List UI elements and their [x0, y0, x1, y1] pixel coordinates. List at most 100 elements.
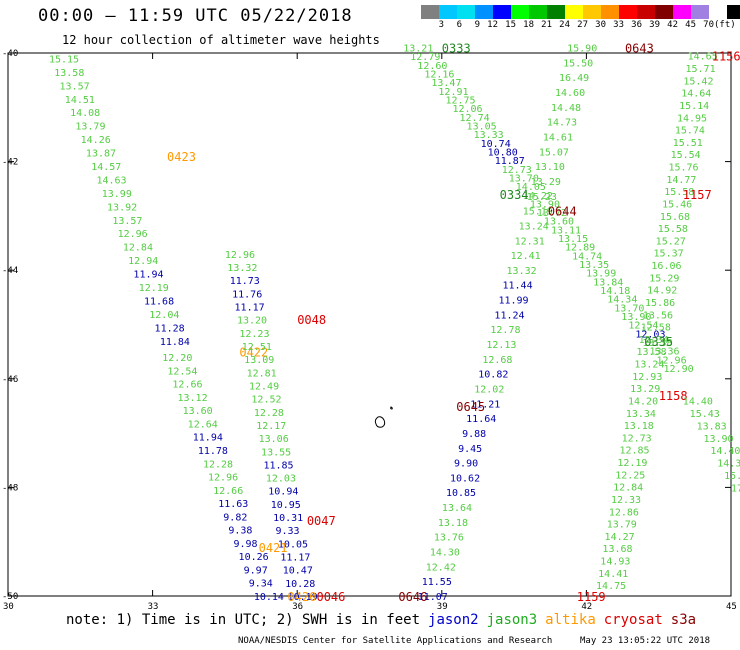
wave-height-value: 11.73 [230, 276, 260, 287]
wave-height-value: 12.25 [615, 470, 645, 481]
wave-height-value: 14.57 [91, 162, 121, 173]
wave-height-value: 13.24 [519, 221, 549, 232]
legend-swatch [691, 5, 709, 19]
wave-height-value: 12.20 [162, 353, 192, 364]
sat-s3a: s3a [670, 612, 697, 628]
x-tick-label: 36 [292, 602, 303, 612]
note-line: note: 1) Time is in UTC; 2) SWH is in fe… [66, 612, 696, 628]
wave-height-value: 12.19 [617, 458, 647, 469]
wave-height-value: 12.42 [426, 562, 456, 573]
legend-swatch [565, 5, 583, 19]
wave-height-value: 9.88 [462, 429, 486, 440]
legend-label: 12 [487, 20, 498, 30]
wave-height-value: 12.86 [609, 507, 639, 518]
wave-height-value: 14.74 [572, 251, 602, 262]
wave-height-value: 13.72 [537, 208, 567, 219]
x-tick-label: 33 [148, 602, 159, 612]
map-frame [7, 52, 732, 597]
track-1159: 1159 [577, 590, 606, 604]
wave-height-value: 12.64 [188, 419, 218, 430]
wave-height-value: 14.63 [96, 175, 126, 186]
track-0333: 13.2112.7912.6012.1613.4712.9112.7512.06… [403, 42, 693, 375]
wave-height-value: 12.91 [438, 87, 468, 98]
credit-line: NOAA/NESDIS Center for Satellite Applica… [238, 636, 553, 646]
wave-height-value: 9.90 [454, 459, 478, 470]
wave-height-value: 12.19 [139, 283, 169, 294]
wave-height-value: 12.34 [639, 335, 669, 346]
wave-height-value: 14.40 [683, 397, 713, 408]
sat-cryosat: cryosat [603, 612, 663, 628]
wave-height-value: 12.93 [632, 372, 662, 383]
legend-swatch [439, 5, 457, 19]
island-outline [374, 416, 386, 428]
wave-height-value: 10.74 [481, 139, 511, 150]
wave-height-value: 12.74 [460, 113, 490, 124]
pass-time-label: 0334 [500, 188, 529, 202]
wave-height-value: 14.34 [607, 295, 637, 306]
track-0047: 0047 [307, 514, 336, 528]
map-border [7, 52, 732, 597]
pass-time-label: 0421 [259, 541, 288, 555]
wave-height-value: 13.12 [178, 393, 208, 404]
wave-height-value: 11.63 [218, 499, 248, 510]
legend-swatch [547, 5, 565, 19]
wave-height-value: 12.03 [266, 474, 296, 485]
wave-height-value: 12.96 [118, 229, 148, 240]
pass-time-label: 0643 [625, 42, 654, 56]
wave-height-value: 13.70 [614, 303, 644, 314]
legend-swatch [619, 5, 637, 19]
wave-height-value: 13.79 [607, 520, 637, 531]
track-1157: 1157 [683, 188, 712, 202]
wave-height-value: 14.73 [547, 118, 577, 129]
wave-height-value: 11.21 [470, 399, 500, 410]
wave-height-value: 9.33 [276, 526, 300, 537]
wave-height-value: 12.66 [213, 486, 243, 497]
wave-height-value: 15.50 [563, 58, 593, 69]
legend-label: 45 [685, 20, 696, 30]
legend-swatch [457, 5, 475, 19]
wave-height-value: 13.57 [112, 216, 142, 227]
satellite-tracks: 15.15 13.58 13.57 14.51 14.08 13.79 14.26 13.87… [49, 42, 740, 604]
wave-height-value: 12.52 [251, 395, 281, 406]
wave-height-value: 11.64 [466, 414, 496, 425]
wave-height-value: 15.90 [567, 44, 597, 55]
wave-height-value: 14.75 [596, 581, 626, 592]
wave-height-value: 10.85 [446, 488, 476, 499]
wave-height-value: 15.86 [645, 298, 675, 309]
wave-height-value: 13.60 [183, 406, 213, 417]
track-0335: 0335 [644, 335, 673, 349]
wave-height-value: 12.31 [515, 236, 545, 247]
wave-height-value: 15.19 [523, 207, 553, 218]
pass-time-label: 0420 [288, 590, 317, 604]
wave-height-value: 11.24 [494, 310, 524, 321]
wave-height-value: 15.15 [49, 54, 79, 65]
wave-height-value: 13.90 [621, 312, 651, 323]
wave-height-value: 14.08 [70, 108, 100, 119]
wave-height-value: 17 [731, 483, 740, 494]
wave-height-value: 15.14 [679, 101, 709, 112]
wave-height-value: 14.95 [677, 113, 707, 124]
landmass [374, 406, 393, 428]
wave-height-value: 13.56 [643, 310, 673, 321]
track-0422: 12.20 12.54 12.66 13.12 13.60 12.64 11.94 11.78… [162, 346, 284, 603]
wave-height-value: 12.68 [482, 355, 512, 366]
pass-time-label: 0335 [644, 335, 673, 349]
legend-swatch [655, 5, 673, 19]
wave-height-value: 10.95 [271, 500, 301, 511]
wave-height-value: 13.18 [624, 421, 654, 432]
wave-height-value: 12.81 [247, 368, 277, 379]
wave-height-value: 11.17 [235, 303, 265, 314]
wave-height-value: 13.29 [531, 177, 561, 188]
wave-height-value: 15.76 [668, 163, 698, 174]
wave-height-value: 15.68 [660, 212, 690, 223]
wave-height-value: 13.84 [593, 277, 623, 288]
pass-time-label: 1159 [577, 590, 606, 604]
wave-height-value: 12.84 [123, 243, 153, 254]
track-0644: 0644 [548, 204, 577, 218]
wave-height-value: 14.92 [647, 286, 677, 297]
wave-height-value: 11.99 [498, 296, 528, 307]
wave-height-value: 12.66 [172, 380, 202, 391]
wave-height-value: 12.28 [254, 408, 284, 419]
pass-time-label: 0422 [239, 346, 268, 360]
wave-height-value: 10.94 [268, 487, 298, 498]
